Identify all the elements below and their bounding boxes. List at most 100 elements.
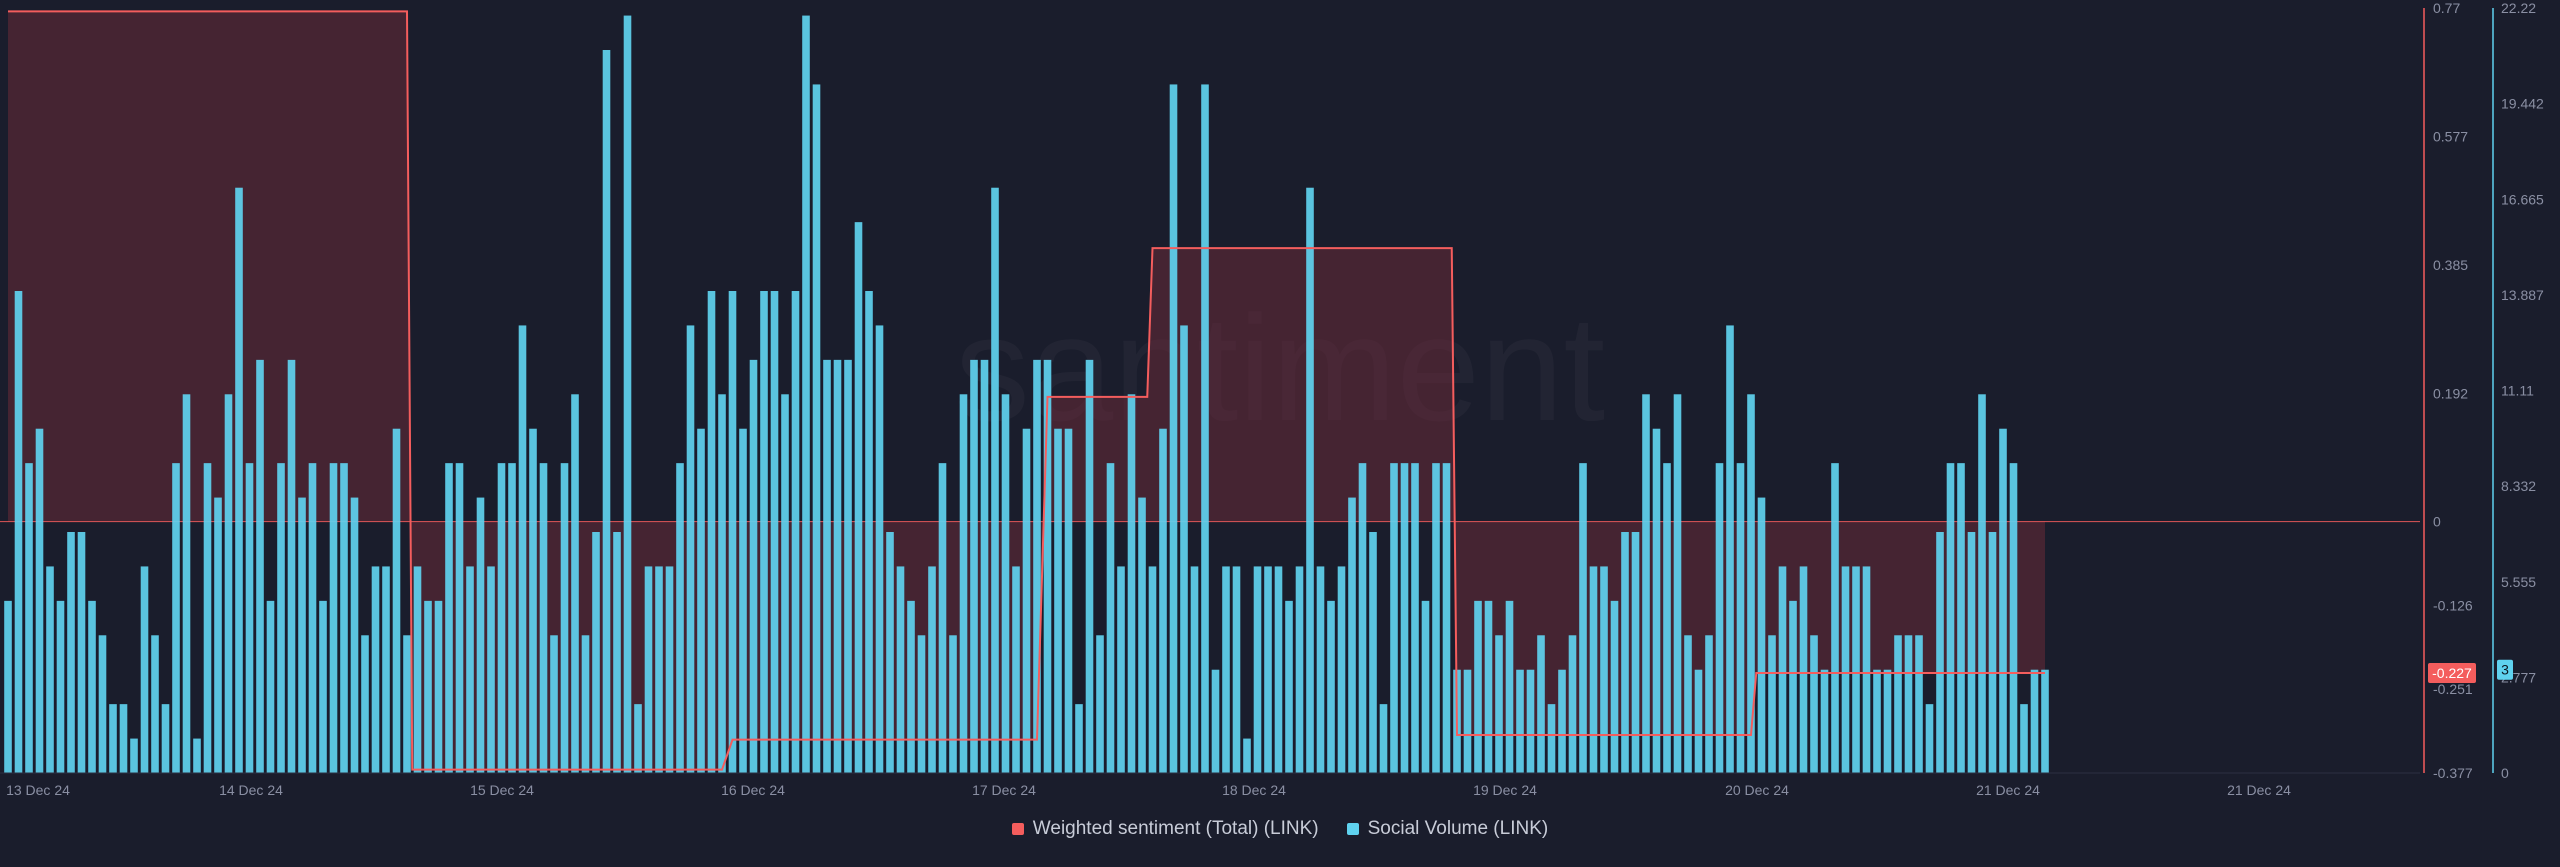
volume-bar xyxy=(77,532,86,773)
volume-current-value: 3 xyxy=(2501,662,2509,678)
volume-bar xyxy=(172,463,180,773)
volume-bar xyxy=(1306,187,1314,773)
x-tick-label: 17 Dec 24 xyxy=(972,782,1036,798)
sentiment-tick-label: -0.126 xyxy=(2433,598,2473,614)
volume-tick-label: 8.332 xyxy=(2501,478,2536,494)
volume-bar xyxy=(697,428,705,773)
volume-bar xyxy=(1883,669,1892,773)
volume-bar xyxy=(2020,704,2028,773)
volume-bar xyxy=(980,359,989,773)
volume-bar xyxy=(1558,669,1566,773)
volume-bar xyxy=(4,600,12,773)
volume-bar xyxy=(991,187,999,773)
volume-bar xyxy=(245,463,254,773)
volume-bar xyxy=(266,600,275,773)
volume-bar xyxy=(119,704,128,773)
volume-bar xyxy=(319,600,327,773)
volume-bar xyxy=(403,635,411,773)
volume-bar xyxy=(1988,532,1997,773)
volume-bar xyxy=(1768,635,1776,773)
x-tick-label: 21 Dec 24 xyxy=(1976,782,2040,798)
sentiment-current-badge xyxy=(2428,662,2476,683)
sentiment-current-value: -0.227 xyxy=(2432,665,2472,681)
volume-bar xyxy=(1579,463,1587,773)
volume-bar xyxy=(613,532,621,773)
volume-bar xyxy=(644,566,653,773)
volume-bar xyxy=(1652,428,1661,773)
volume-tick-label: 0 xyxy=(2501,765,2509,781)
volume-bar xyxy=(1337,566,1346,773)
volume-bar xyxy=(329,463,338,773)
volume-bar xyxy=(728,291,737,773)
volume-bar xyxy=(1096,635,1104,773)
volume-bar xyxy=(1001,394,1010,773)
volume-bar xyxy=(161,704,170,773)
volume-bar xyxy=(1946,463,1955,773)
volume-bar xyxy=(1295,566,1304,773)
volume-bar xyxy=(1610,600,1619,773)
volume-bar xyxy=(749,359,758,773)
volume-bar xyxy=(1033,359,1041,773)
volume-bar xyxy=(1957,463,1965,773)
volume-bar xyxy=(203,463,212,773)
volume-current-badge xyxy=(2497,659,2513,680)
volume-bar xyxy=(1600,566,1608,773)
volume-tick-label: 11.11 xyxy=(2501,383,2534,399)
volume-bar xyxy=(2009,463,2018,773)
volume-bar xyxy=(1064,428,1073,773)
volume-bar xyxy=(497,463,506,773)
volume-bar xyxy=(1243,738,1251,773)
legend-item-social-volume[interactable]: Social Volume (LINK) xyxy=(1346,818,1548,840)
volume-bar xyxy=(1106,463,1115,773)
volume-bar xyxy=(1736,463,1745,773)
volume-bar xyxy=(802,15,810,773)
sentiment-tick-label: -0.377 xyxy=(2433,765,2473,781)
volume-bar xyxy=(844,359,852,773)
sentiment-tick-label: 0.192 xyxy=(2433,386,2468,402)
volume-bar xyxy=(1442,463,1451,773)
volume-bar xyxy=(886,532,894,773)
volume-bar xyxy=(193,738,201,773)
volume-tick-label: 13.887 xyxy=(2501,287,2544,303)
volume-bar xyxy=(781,394,789,773)
volume-bar xyxy=(1925,704,1934,773)
volume-bar xyxy=(224,394,233,773)
volume-bar xyxy=(1159,428,1167,773)
volume-bar xyxy=(1463,669,1472,773)
volume-bar xyxy=(361,635,369,773)
volume-bar xyxy=(1526,669,1535,773)
volume-bar xyxy=(1852,566,1860,773)
volume-bar xyxy=(949,635,957,773)
volume-bar xyxy=(1012,566,1020,773)
volume-bar xyxy=(98,635,107,773)
volume-bar xyxy=(1232,566,1241,773)
volume-bar xyxy=(1873,669,1881,773)
volume-bar xyxy=(1799,566,1808,773)
volume-bar xyxy=(1190,566,1199,773)
volume-bar xyxy=(1915,635,1923,773)
volume-bar xyxy=(350,497,359,773)
volume-bar xyxy=(67,532,75,773)
sentiment-tick-label: 0 xyxy=(2433,514,2441,530)
volume-bar xyxy=(1568,635,1577,773)
volume-bar xyxy=(1789,600,1797,773)
volume-bar xyxy=(298,497,306,773)
volume-bar xyxy=(760,291,768,773)
volume-bar xyxy=(1894,635,1902,773)
volume-bar xyxy=(1369,532,1377,773)
volume-bar xyxy=(1348,497,1356,773)
volume-bar xyxy=(371,566,380,773)
volume-bar xyxy=(1327,600,1335,773)
volume-bar xyxy=(109,704,117,773)
volume-bar xyxy=(865,291,873,773)
volume-bar xyxy=(1537,635,1545,773)
volume-bar xyxy=(140,566,149,773)
legend-item-sentiment[interactable]: Weighted sentiment (Total) (LINK) xyxy=(1011,818,1319,840)
x-tick-label: 21 Dec 24 xyxy=(2227,782,2291,798)
sentiment-tick-label: 0.77 xyxy=(2433,0,2460,16)
volume-bar xyxy=(1390,463,1398,773)
volume-bar xyxy=(88,600,96,773)
volume-bar xyxy=(46,566,54,773)
volume-bar xyxy=(970,359,978,773)
